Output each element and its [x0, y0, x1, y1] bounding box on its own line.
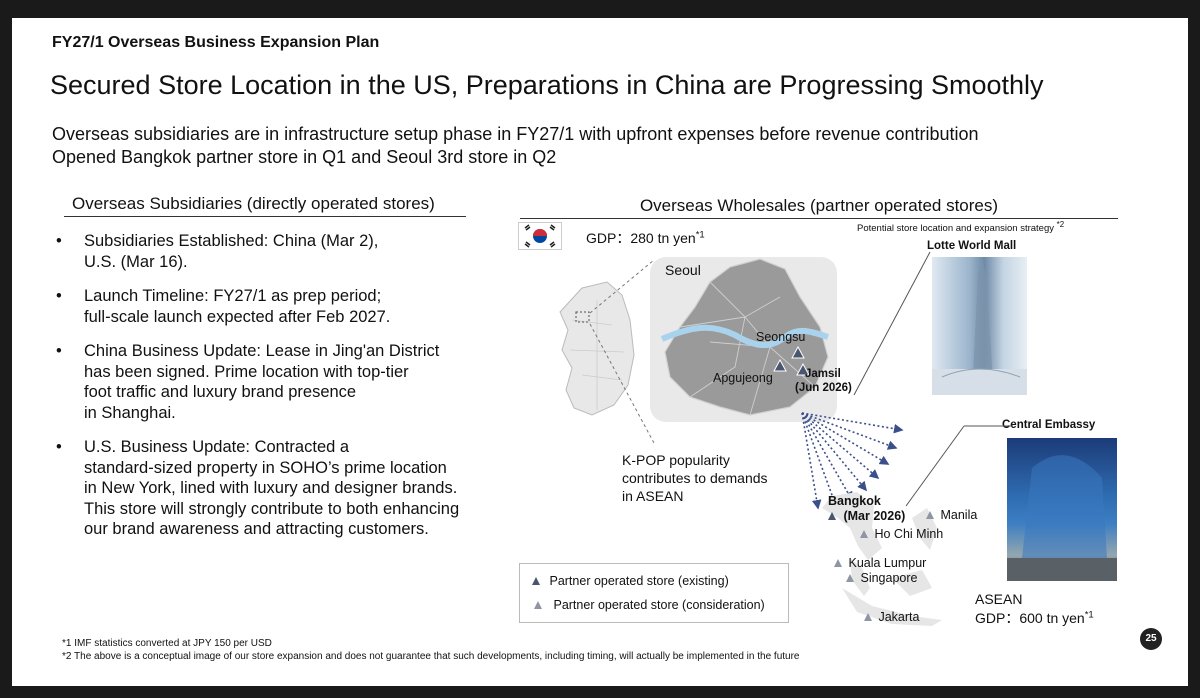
jakarta-store: Jakarta	[864, 610, 919, 624]
asean-gdp-text: GDP：600 tn yen	[975, 610, 1085, 626]
apgujeong-label: Apgujeong	[713, 371, 773, 385]
korea-flag-icon	[518, 222, 562, 250]
korea-map	[559, 281, 635, 416]
seongsu-marker-icon	[791, 345, 805, 359]
bangkok-date: (Mar 2026)	[843, 509, 906, 523]
manila-marker-icon	[926, 511, 934, 519]
bangkok-store: (Mar 2026)	[828, 509, 905, 523]
building-image	[1007, 455, 1117, 581]
central-embassy-photo	[1007, 438, 1117, 581]
bullet-line: in New York, lined with luxury and desig…	[84, 479, 458, 497]
lotte-world-mall-photo	[932, 257, 1027, 395]
jamsil-label: Jamsil	[805, 368, 841, 380]
kl-name: Kuala Lumpur	[848, 556, 927, 570]
bullet-marker: •	[56, 287, 62, 305]
potential-note-text: Potential store location and expansion s…	[857, 223, 1054, 235]
bullet-line: our brand awareness and attracting custo…	[84, 520, 429, 538]
jakarta-name: Jakarta	[878, 610, 920, 624]
bangkok-label: Bangkok	[828, 494, 881, 508]
photo2-label: Central Embassy	[1002, 419, 1096, 431]
legend-consideration: Partner operated store (consideration)	[534, 598, 765, 612]
photo1-pointer	[853, 251, 931, 396]
manila-store: Manila	[926, 508, 977, 522]
korea-gdp: GDP：280 tn yen*1	[586, 228, 705, 248]
kl-marker-icon	[834, 559, 842, 567]
legend-existing-label: Partner operated store (existing)	[549, 574, 729, 588]
footnote: *1 IMF statistics converted at JPY 150 p…	[62, 638, 272, 649]
potential-note-sup: *2	[1056, 220, 1065, 229]
asean-gdp-sup: *1	[1084, 609, 1094, 621]
page-number-badge: 25	[1140, 628, 1162, 650]
hcm-store: Ho Chi Minh	[860, 527, 943, 541]
apgujeong-marker-icon	[773, 358, 787, 372]
bullet-line: has been signed. Prime location with top…	[84, 362, 409, 381]
seoul-map	[660, 258, 829, 416]
legend-existing: Partner operated store (existing)	[532, 574, 729, 588]
photo2-pointer	[905, 425, 1012, 507]
bullet-line: China Business Update: Lease in Jing'an …	[84, 342, 440, 360]
right-section-heading: Overseas Wholesales (partner operated st…	[520, 196, 1118, 219]
bullet-line: in Shanghai.	[84, 403, 176, 422]
legend-consideration-label: Partner operated store (consideration)	[553, 598, 765, 612]
page-title: Secured Store Location in the US, Prepar…	[50, 70, 1044, 100]
subtitle-line-1: Overseas subsidiaries are in infrastruct…	[52, 124, 979, 144]
bullet-marker: •	[56, 232, 62, 250]
bullet-marker: •	[56, 438, 62, 456]
bullet-line: Launch Timeline: FY27/1 as prep period;	[84, 287, 382, 305]
asean-label: ASEAN	[975, 591, 1023, 607]
bullet-line: This store will strongly contribute to b…	[84, 499, 460, 518]
jamsil-marker-icon	[796, 362, 810, 376]
kpop-note-line: contributes to demands	[622, 470, 768, 486]
consideration-marker-icon	[534, 601, 542, 609]
subtitle-line-2: Opened Bangkok partner store in Q1 and S…	[52, 147, 557, 167]
korea-gdp-text: GDP：280 tn yen	[586, 230, 696, 246]
bullet-line: full-scale launch expected after Feb 202…	[84, 307, 391, 326]
kpop-note-line: K-POP popularity	[622, 452, 730, 468]
section-eyebrow: FY27/1 Overseas Business Expansion Plan	[52, 34, 380, 51]
jakarta-marker-icon	[864, 613, 872, 621]
tower-image	[932, 257, 1027, 395]
zoom-lines	[589, 259, 655, 444]
singapore-name: Singapore	[860, 571, 918, 585]
singapore-marker-icon	[846, 574, 854, 582]
bullet-list: • Subsidiaries Established: China (Mar 2…	[56, 231, 496, 554]
map-legend: Partner operated store (existing) Partne…	[519, 563, 789, 623]
existing-marker-icon	[532, 577, 540, 585]
bullet-item: • Subsidiaries Established: China (Mar 2…	[56, 231, 496, 272]
bullet-item: • China Business Update: Lease in Jing'a…	[56, 341, 496, 423]
bullet-line: standard-sized property in SOHO’s prime …	[84, 458, 447, 477]
bullet-line: Subsidiaries Established: China (Mar 2),	[84, 232, 379, 250]
seoul-map-store-markers	[773, 345, 810, 376]
footnotes: *1 IMF statistics converted at JPY 150 p…	[62, 638, 800, 663]
kpop-note-line: in ASEAN	[622, 488, 684, 504]
singapore-store: Singapore	[846, 571, 917, 585]
kl-store: Kuala Lumpur	[834, 556, 926, 570]
hcm-name: Ho Chi Minh	[874, 527, 944, 541]
slide: FY27/1 Overseas Business Expansion Plan …	[12, 18, 1188, 686]
asean-gdp: GDP：600 tn yen*1	[975, 608, 1094, 628]
asean-map	[822, 492, 942, 626]
kpop-note: K-POP popularity contributes to demands …	[622, 451, 768, 505]
jamsil-date: (Jun 2026)	[795, 382, 852, 394]
potential-note: Potential store location and expansion s…	[857, 220, 1064, 234]
manila-name: Manila	[940, 508, 978, 522]
bullet-line: foot traffic and luxury brand presence	[84, 383, 357, 401]
photo1-label: Lotte World Mall	[927, 240, 1017, 252]
expansion-arrows	[801, 412, 904, 510]
bullet-line: U.S. (Mar 16).	[84, 252, 188, 271]
bullet-marker: •	[56, 342, 62, 360]
bullet-item: • Launch Timeline: FY27/1 as prep period…	[56, 286, 496, 327]
seoul-label: Seoul	[665, 262, 701, 278]
bangkok-marker-icon	[828, 512, 836, 520]
left-section-heading: Overseas Subsidiaries (directly operated…	[64, 194, 466, 217]
seongsu-label: Seongsu	[756, 330, 806, 344]
footnote: *2 The above is a conceptual image of ou…	[62, 650, 800, 662]
hcm-marker-icon	[860, 530, 868, 538]
bullet-item: • U.S. Business Update: Contracted a sta…	[56, 437, 496, 540]
bullet-line: U.S. Business Update: Contracted a	[84, 438, 350, 456]
bangkok-name: Bangkok	[828, 494, 881, 508]
korea-gdp-sup: *1	[695, 229, 705, 241]
